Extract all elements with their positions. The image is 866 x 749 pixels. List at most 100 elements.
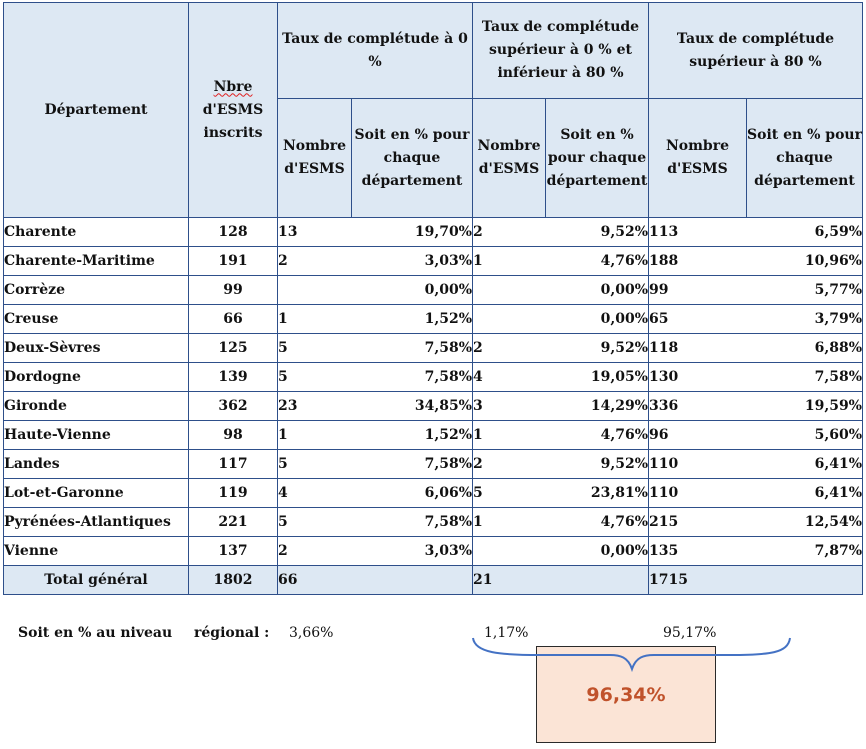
table-row: Lot-et-Garonne 119 4 6,06% 5 23,81% 110 6,41% xyxy=(3,478,863,508)
row-n2: 99 xyxy=(648,275,747,305)
row-p0: 3,03% xyxy=(351,536,473,566)
total-label: Total général xyxy=(3,565,189,595)
row-p0: 34,85% xyxy=(351,391,473,421)
row-p2: 6,41% xyxy=(746,449,863,479)
row-p2: 7,87% xyxy=(746,536,863,566)
brace-icon xyxy=(472,637,791,673)
row-n0: 5 xyxy=(277,507,352,537)
row-p0: 3,03% xyxy=(351,246,473,276)
row-departement: Corrèze xyxy=(3,275,189,305)
header-nbre-l3: inscrits xyxy=(203,124,263,141)
row-departement: Lot-et-Garonne xyxy=(3,478,189,508)
row-p0: 0,00% xyxy=(351,275,473,305)
row-n0: 2 xyxy=(277,536,352,566)
combined-result-value: 96,34% xyxy=(586,683,666,706)
header-departement: Département xyxy=(3,2,189,218)
row-p0: 7,58% xyxy=(351,362,473,392)
table-row: Deux-Sèvres 125 5 7,58% 2 9,52% 118 6,88% xyxy=(3,333,863,363)
header-soit-zero: Soit en % pour chaque département xyxy=(351,98,473,218)
row-p1: 4,76% xyxy=(545,246,649,276)
row-p1: 9,52% xyxy=(545,217,649,247)
regional-p1: 1,17% xyxy=(484,625,529,641)
row-p1: 4,76% xyxy=(545,507,649,537)
row-p0: 7,58% xyxy=(351,449,473,479)
row-n1: 4 xyxy=(472,362,546,392)
total-p0-empty xyxy=(351,565,473,595)
row-n2: 188 xyxy=(648,246,747,276)
row-n2: 65 xyxy=(648,304,747,334)
row-p2: 5,77% xyxy=(746,275,863,305)
table-row: Pyrénées-Atlantiques 221 5 7,58% 1 4,76% 215 12… xyxy=(3,507,863,537)
row-nbre: 98 xyxy=(188,420,278,450)
row-nbre: 191 xyxy=(188,246,278,276)
row-n1: 3 xyxy=(472,391,546,421)
row-n1: 1 xyxy=(472,420,546,450)
table-row: Corrèze 99 0,00% 0,00% 99 5,77% xyxy=(3,275,863,305)
row-p2: 7,58% xyxy=(746,362,863,392)
row-p1: 14,29% xyxy=(545,391,649,421)
row-p0: 19,70% xyxy=(351,217,473,247)
row-departement: Dordogne xyxy=(3,362,189,392)
row-n1 xyxy=(472,304,546,334)
table-row: Gironde 362 23 34,85% 3 14,29% 336 19,59% xyxy=(3,391,863,421)
table-row: Dordogne 139 5 7,58% 4 19,05% 130 7,58% xyxy=(3,362,863,392)
row-p2: 6,41% xyxy=(746,478,863,508)
row-n2: 113 xyxy=(648,217,747,247)
table-row: Landes 117 5 7,58% 2 9,52% 110 6,41% xyxy=(3,449,863,479)
row-departement: Charente-Maritime xyxy=(3,246,189,276)
row-n0 xyxy=(277,275,352,305)
regional-label-b: régional : xyxy=(194,625,270,641)
row-n0: 2 xyxy=(277,246,352,276)
esms-completion-table: Département Nbre d'ESMS inscrits Taux de… xyxy=(3,2,863,595)
row-p2: 19,59% xyxy=(746,391,863,421)
row-nbre: 99 xyxy=(188,275,278,305)
row-p1: 0,00% xyxy=(545,536,649,566)
row-nbre: 139 xyxy=(188,362,278,392)
header-nbre-l1: Nbre xyxy=(213,78,253,95)
row-n1: 5 xyxy=(472,478,546,508)
row-p2: 6,88% xyxy=(746,333,863,363)
table-row: Charente 128 13 19,70% 2 9,52% 113 6,59% xyxy=(3,217,863,247)
header-nombre-high: Nombre d'ESMS xyxy=(648,98,747,218)
header-nbre-esms: Nbre d'ESMS inscrits xyxy=(188,2,278,218)
row-departement: Creuse xyxy=(3,304,189,334)
row-n1: 2 xyxy=(472,333,546,363)
row-n1: 2 xyxy=(472,449,546,479)
row-nbre: 125 xyxy=(188,333,278,363)
row-p2: 6,59% xyxy=(746,217,863,247)
row-n1 xyxy=(472,536,546,566)
row-n0: 5 xyxy=(277,333,352,363)
regional-p0: 3,66% xyxy=(289,625,334,641)
row-p0: 6,06% xyxy=(351,478,473,508)
row-n2: 130 xyxy=(648,362,747,392)
row-p0: 1,52% xyxy=(351,304,473,334)
total-n2: 1715 xyxy=(648,565,747,595)
header-soit-mid: Soit en % pour chaque département xyxy=(545,98,649,218)
row-n2: 110 xyxy=(648,449,747,479)
row-p1: 19,05% xyxy=(545,362,649,392)
row-n0: 1 xyxy=(277,304,352,334)
row-p2: 5,60% xyxy=(746,420,863,450)
row-p0: 1,52% xyxy=(351,420,473,450)
row-p0: 7,58% xyxy=(351,507,473,537)
row-departement: Landes xyxy=(3,449,189,479)
header-soit-high: Soit en % pour chaque département xyxy=(746,98,863,218)
total-n1: 21 xyxy=(472,565,546,595)
regional-p2: 95,17% xyxy=(663,625,717,641)
table-row: Haute-Vienne 98 1 1,52% 1 4,76% 96 5,60% xyxy=(3,420,863,450)
row-nbre: 66 xyxy=(188,304,278,334)
header-group-mid: Taux de complétude supérieur à 0 % et in… xyxy=(472,2,649,99)
row-n0: 4 xyxy=(277,478,352,508)
row-n1: 1 xyxy=(472,507,546,537)
row-departement: Vienne xyxy=(3,536,189,566)
total-nbre: 1802 xyxy=(188,565,278,595)
row-n1: 1 xyxy=(472,246,546,276)
table-row: Creuse 66 1 1,52% 0,00% 65 3,79% xyxy=(3,304,863,334)
header-nombre-mid: Nombre d'ESMS xyxy=(472,98,546,218)
row-n1: 2 xyxy=(472,217,546,247)
row-n0: 23 xyxy=(277,391,352,421)
row-n2: 215 xyxy=(648,507,747,537)
table-row: Charente-Maritime 191 2 3,03% 1 4,76% 188 10,96… xyxy=(3,246,863,276)
header-group-high: Taux de complétude supérieur à 80 % xyxy=(648,2,863,99)
row-nbre: 119 xyxy=(188,478,278,508)
